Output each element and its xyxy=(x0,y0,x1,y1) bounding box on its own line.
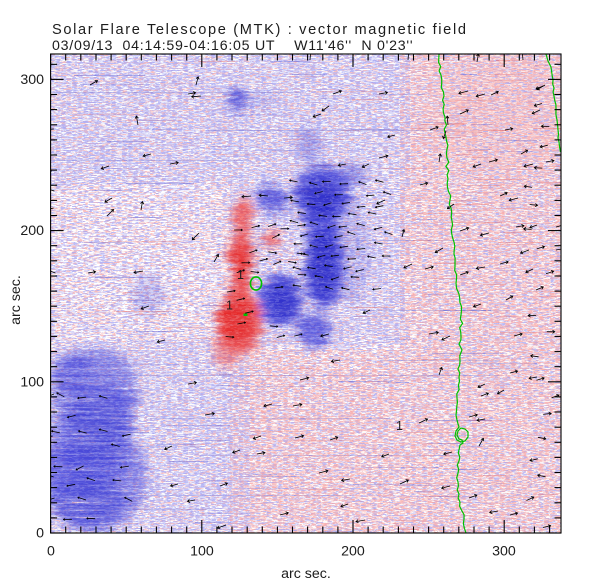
svg-text:Solar Flare Telescope (MTK) :: Solar Flare Telescope (MTK) : vector mag… xyxy=(52,22,468,38)
svg-text:200: 200 xyxy=(20,223,44,239)
svg-text:arc sec.: arc sec. xyxy=(281,566,331,582)
svg-text:1: 1 xyxy=(396,419,403,433)
svg-text:1: 1 xyxy=(237,268,244,282)
svg-text:0: 0 xyxy=(36,526,44,542)
svg-text:0: 0 xyxy=(47,544,55,560)
svg-text:1: 1 xyxy=(226,299,233,313)
svg-text:100: 100 xyxy=(190,544,214,560)
svg-text:100: 100 xyxy=(20,374,44,390)
svg-text:300: 300 xyxy=(20,72,44,88)
svg-text:03/09/13 04:14:59-04:16:05 UT: 03/09/13 04:14:59-04:16:05 UT W11'46'' N… xyxy=(52,38,413,54)
svg-text:300: 300 xyxy=(492,544,516,560)
svg-text:200: 200 xyxy=(341,544,365,560)
svg-text:arc sec.: arc sec. xyxy=(8,275,24,325)
